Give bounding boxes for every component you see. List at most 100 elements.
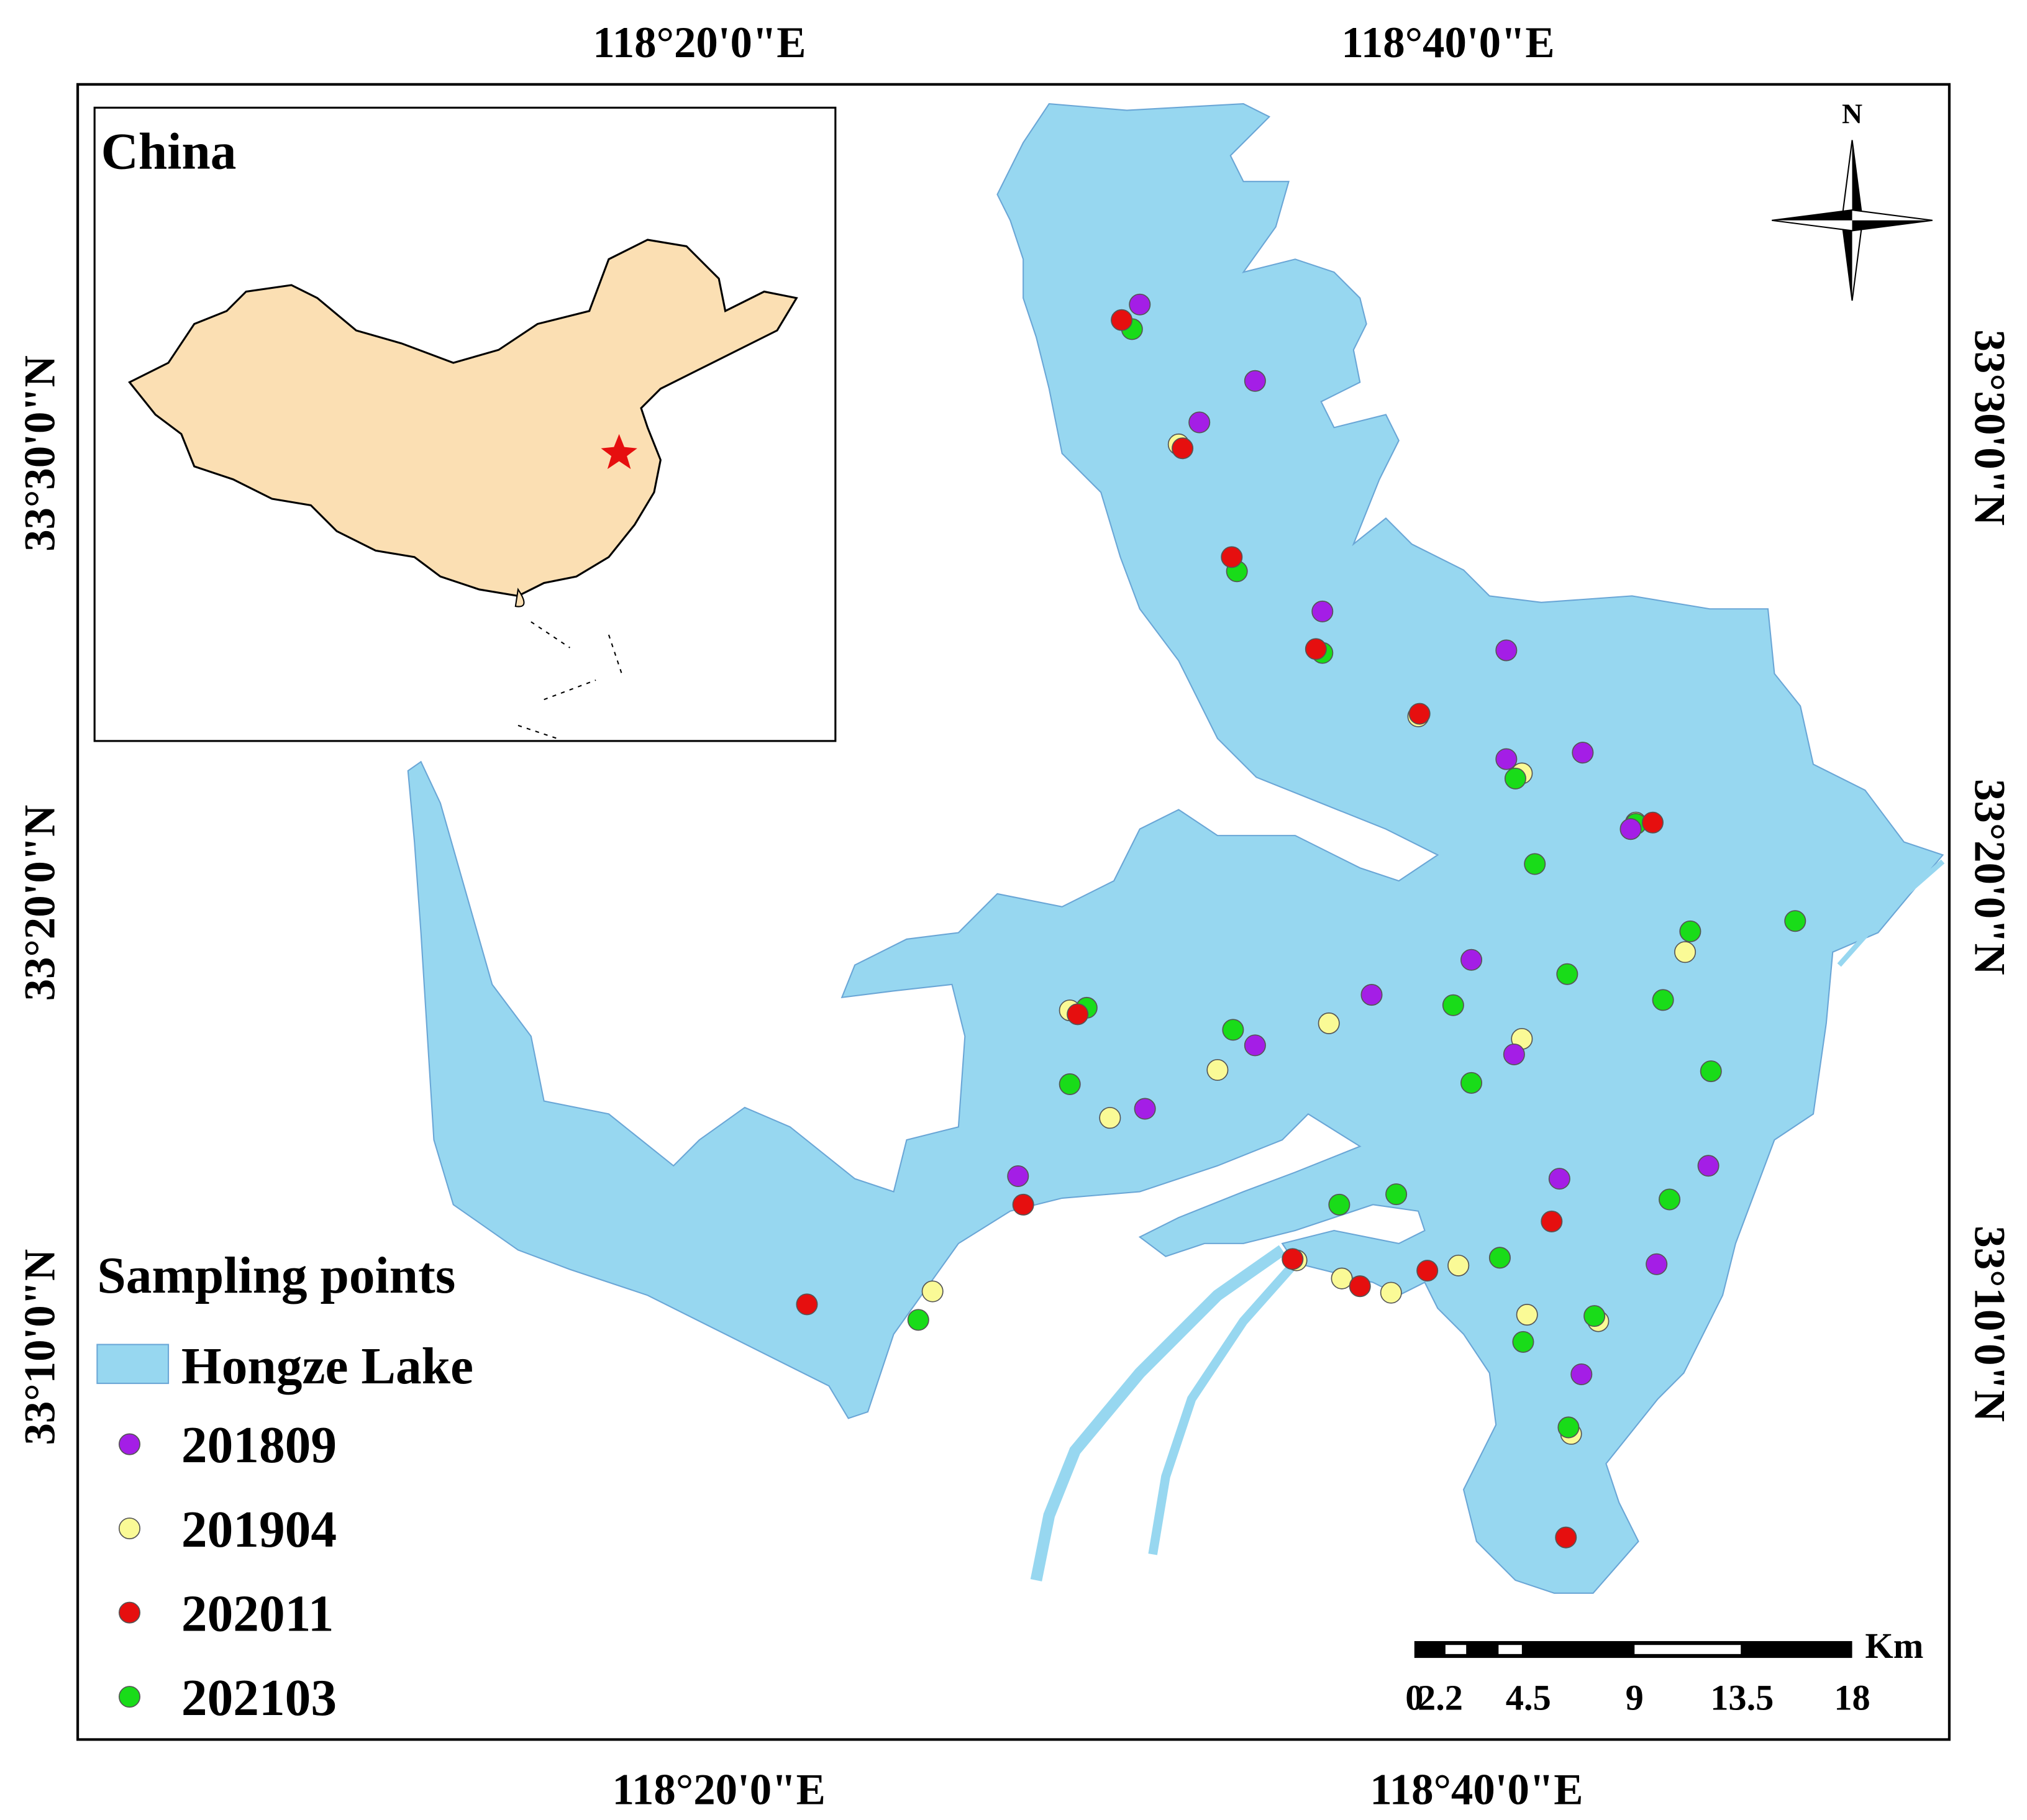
scale-bar xyxy=(1414,1640,1852,1658)
sampling-point xyxy=(1619,818,1642,840)
sampling-point xyxy=(921,1280,944,1303)
sampling-point xyxy=(1503,1043,1525,1065)
sampling-point xyxy=(1282,1248,1304,1270)
sampling-point xyxy=(1416,1260,1439,1282)
sampling-point xyxy=(1679,920,1701,942)
sampling-point xyxy=(1067,1003,1089,1026)
scale-label: 13.5 xyxy=(1710,1677,1774,1718)
sampling-point xyxy=(1548,1168,1570,1190)
sampling-point xyxy=(1488,1247,1511,1269)
sampling-point xyxy=(1111,309,1133,331)
legend-label: 202011 xyxy=(181,1585,334,1642)
scale-label: 2.2 xyxy=(1418,1677,1463,1718)
sampling-point xyxy=(1784,910,1806,932)
legend-label: 201904 xyxy=(181,1501,337,1558)
river xyxy=(1030,1245,1286,1581)
lon-label: 118°40'0"E xyxy=(1341,19,1554,67)
sampling-point xyxy=(1305,638,1327,660)
sampling-point xyxy=(1572,742,1594,764)
sampling-point xyxy=(1495,748,1518,770)
sampling-point xyxy=(1495,639,1518,662)
sampling-point xyxy=(1646,1253,1668,1275)
legend-marker xyxy=(118,1601,141,1624)
location-star xyxy=(601,434,637,470)
sampling-point xyxy=(1222,1019,1244,1041)
sampling-point xyxy=(1012,1193,1034,1216)
lat-label: 33°20'0"N xyxy=(1966,779,2014,975)
sampling-point xyxy=(907,1309,929,1331)
sampling-point xyxy=(1311,600,1334,622)
sampling-point xyxy=(1059,1073,1081,1095)
legend-marker xyxy=(118,1433,141,1455)
legend-label: 201809 xyxy=(181,1417,337,1474)
legend-marker xyxy=(118,1686,141,1708)
scale-unit: Km xyxy=(1865,1626,1923,1666)
scale-label: 0 xyxy=(1405,1677,1423,1718)
legend-lake-swatch xyxy=(96,1344,170,1385)
lon-label: 118°20'0"E xyxy=(593,19,806,67)
sampling-point xyxy=(1349,1275,1371,1298)
sampling-point xyxy=(1331,1267,1353,1290)
sampling-point xyxy=(1583,1305,1606,1327)
sampling-point xyxy=(1641,811,1664,834)
sampling-point xyxy=(1099,1107,1121,1129)
lon-label: 118°20'0"E xyxy=(612,1766,825,1814)
legend-label: Hongze Lake xyxy=(181,1338,473,1395)
sampling-point xyxy=(1244,1034,1266,1057)
inset-title: China xyxy=(101,123,237,180)
sampling-point xyxy=(1172,437,1194,460)
sampling-point xyxy=(1524,853,1546,875)
scale-label: 18 xyxy=(1834,1677,1870,1718)
lat-label: 33°30'0"N xyxy=(1966,329,2014,526)
sampling-point xyxy=(1442,994,1464,1016)
sampling-point xyxy=(1385,1183,1408,1206)
lat-label: 33°20'0"N xyxy=(16,805,65,1001)
legend-marker xyxy=(118,1517,141,1540)
sampling-point xyxy=(1516,1304,1538,1326)
sampling-point xyxy=(1318,1012,1340,1034)
north-arrow: N xyxy=(1772,98,1933,301)
sampling-point xyxy=(1460,1072,1483,1094)
legend-label: 202103 xyxy=(181,1670,337,1727)
scale-label: 9 xyxy=(1626,1677,1644,1718)
island xyxy=(514,588,525,607)
north-label: N xyxy=(1842,98,1862,129)
sampling-point xyxy=(1659,1188,1681,1211)
sampling-point xyxy=(1556,963,1578,985)
lat-label: 33°10'0"N xyxy=(16,1249,65,1445)
lat-label: 33°10'0"N xyxy=(1966,1226,2014,1422)
river xyxy=(1148,1260,1299,1555)
sampling-point xyxy=(1652,989,1674,1011)
china-outline xyxy=(128,239,798,598)
sampling-point xyxy=(1504,767,1526,789)
sampling-point xyxy=(1007,1165,1029,1187)
sampling-point xyxy=(1206,1058,1229,1081)
sampling-point xyxy=(1380,1281,1402,1304)
legend-title: Sampling points xyxy=(97,1247,455,1304)
sampling-point xyxy=(1674,941,1697,963)
sampling-point xyxy=(1460,949,1483,971)
sampling-point xyxy=(796,1293,818,1316)
sampling-point xyxy=(1700,1060,1722,1083)
sampling-point xyxy=(1555,1526,1577,1549)
lon-label: 118°40'0"E xyxy=(1370,1766,1583,1814)
sampling-point xyxy=(1408,703,1431,725)
sampling-point xyxy=(1697,1155,1720,1177)
sampling-point xyxy=(1360,984,1383,1006)
sampling-point xyxy=(1557,1416,1580,1439)
sea-border xyxy=(517,621,622,739)
sampling-point xyxy=(1188,411,1211,434)
sampling-point xyxy=(1570,1363,1593,1385)
sampling-point xyxy=(1541,1210,1563,1232)
sampling-point xyxy=(1512,1331,1534,1353)
river xyxy=(1837,859,1945,967)
sampling-point xyxy=(1134,1098,1156,1120)
sampling-point xyxy=(1447,1254,1470,1276)
sampling-point xyxy=(1221,546,1243,568)
lat-label: 33°30'0"N xyxy=(16,355,65,552)
sampling-point xyxy=(1129,293,1151,316)
sampling-point xyxy=(1244,370,1266,392)
sampling-point xyxy=(1328,1193,1351,1216)
scale-label: 4.5 xyxy=(1506,1677,1551,1718)
